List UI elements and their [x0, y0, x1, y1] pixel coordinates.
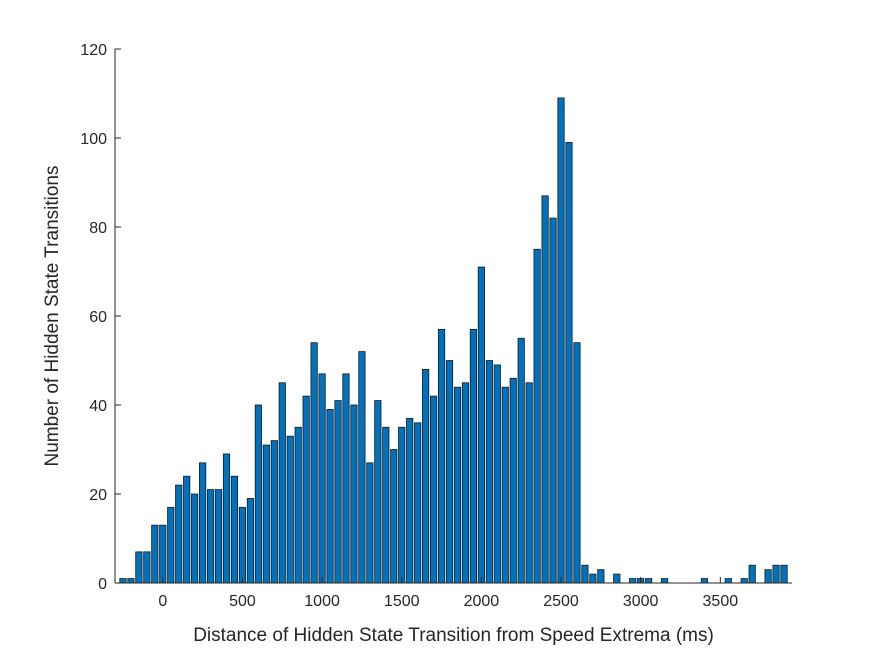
bar — [453, 386, 462, 584]
bar — [119, 578, 127, 584]
bar — [740, 578, 748, 584]
bar — [206, 489, 215, 584]
bar — [509, 377, 517, 584]
bar — [222, 453, 231, 584]
bar — [469, 328, 478, 584]
bar — [199, 462, 207, 584]
x-tick-label: 1500 — [384, 593, 420, 610]
bar — [780, 564, 788, 584]
bar — [374, 400, 382, 584]
x-tick-label: 2500 — [543, 593, 579, 610]
bar — [334, 400, 342, 584]
bar — [398, 426, 406, 584]
x-tick-label: 0 — [158, 593, 167, 610]
bar — [286, 435, 294, 584]
bar — [175, 484, 183, 584]
bar — [629, 578, 637, 584]
bar — [660, 578, 669, 584]
bar — [326, 409, 334, 584]
bar — [477, 266, 485, 584]
bar — [350, 404, 358, 584]
bar — [414, 422, 422, 584]
bar — [183, 475, 191, 584]
y-tick-label: 20 — [89, 487, 107, 504]
bar — [230, 475, 239, 584]
bar — [318, 373, 326, 584]
y-tick-label: 80 — [89, 220, 107, 237]
bar — [127, 578, 135, 584]
bar — [390, 449, 398, 584]
x-tick-label: 2000 — [464, 593, 500, 610]
y-tick-label: 120 — [80, 42, 107, 59]
bar — [143, 551, 151, 584]
bar — [302, 395, 310, 584]
bar — [437, 328, 446, 584]
bar — [294, 426, 302, 584]
bar — [525, 382, 533, 584]
x-tick-label: 3500 — [703, 593, 739, 610]
x-axis-label: Distance of Hidden State Transition from… — [193, 625, 714, 646]
bar — [429, 395, 438, 584]
bar — [748, 564, 756, 584]
bar — [565, 142, 573, 584]
bar — [254, 404, 262, 584]
bar — [724, 578, 732, 584]
bar — [485, 360, 493, 584]
bar — [613, 573, 621, 584]
bar — [573, 342, 581, 584]
bar — [159, 524, 167, 584]
x-tick-label: 3000 — [623, 593, 659, 610]
bar — [135, 551, 143, 584]
bar — [262, 444, 270, 584]
y-axis-label: Number of Hidden State Transitions — [42, 166, 63, 467]
bar — [517, 337, 525, 584]
bar — [764, 569, 772, 584]
bar — [541, 195, 549, 584]
bar — [342, 373, 350, 584]
bar — [310, 342, 318, 584]
bar — [422, 368, 430, 584]
bar — [406, 417, 414, 584]
bar — [167, 506, 175, 584]
bar — [549, 217, 557, 584]
bar — [461, 382, 470, 584]
y-tick-label: 0 — [98, 576, 107, 593]
x-tick-label: 500 — [229, 593, 256, 610]
y-tick-label: 40 — [89, 398, 107, 415]
bar — [557, 97, 565, 584]
bar — [214, 489, 223, 584]
bar — [366, 462, 374, 584]
bar — [238, 506, 247, 584]
bar — [278, 382, 286, 584]
x-ticks-group: 0 500 1000 1500 2000 2500 3000 3500 — [158, 577, 738, 610]
bar — [589, 573, 597, 584]
y-tick-label: 60 — [89, 309, 107, 326]
bar — [493, 364, 501, 584]
y-tick-label: 100 — [80, 131, 107, 148]
bar — [382, 426, 390, 584]
y-ticks-group: 0 20 40 60 80 100 120 — [80, 42, 121, 593]
bar — [533, 248, 541, 584]
bar — [445, 360, 454, 584]
bar — [772, 564, 780, 584]
bar — [501, 386, 509, 584]
x-tick-label: 1000 — [304, 593, 340, 610]
bar — [597, 569, 605, 584]
bar — [581, 564, 589, 584]
bar — [700, 578, 708, 584]
bar — [246, 498, 254, 584]
bar — [358, 351, 366, 584]
bar — [270, 440, 278, 584]
bar — [191, 493, 199, 584]
bar — [151, 524, 159, 584]
bars-group — [119, 97, 788, 584]
bar — [645, 578, 653, 584]
